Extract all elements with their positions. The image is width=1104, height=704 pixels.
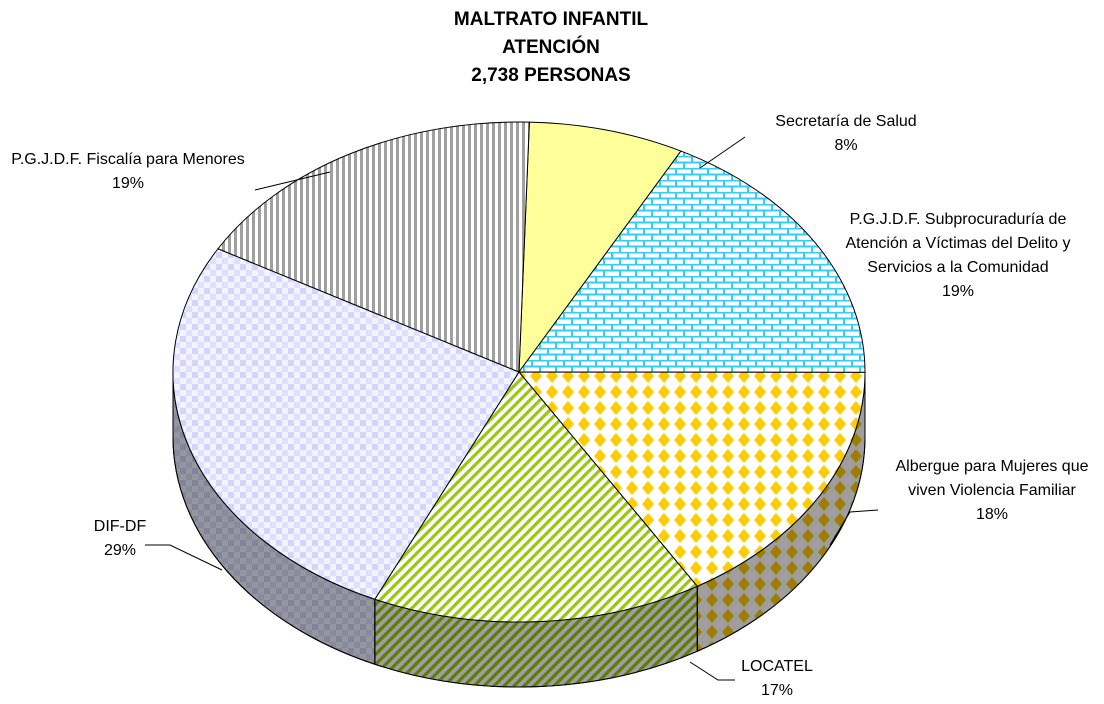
leader-line [829,509,879,546]
slice-name: LOCATEL [741,658,813,675]
chart-title: MALTRATO INFANTIL ATENCIÓN 2,738 PERSONA… [453,9,649,86]
pie-slice [172,248,520,600]
slice-value: 19% [941,283,975,300]
pie-slice [517,371,866,587]
pie-slice [217,121,530,373]
slice-value: 17% [760,682,794,699]
pie-slice [374,371,699,623]
slice-value: 29% [103,542,137,559]
leader-line [145,544,223,571]
leader-line [254,171,331,191]
leader-lines [145,136,879,681]
slice-label: LOCATEL 17% [712,655,842,703]
slice-label: DIF-DF 29% [40,515,200,563]
slice-name: Albergue para Mujeres que viven Violenci… [895,458,1089,499]
slice-name: P.G.J.D.F. Subprocuraduría de Atención a… [845,211,1071,276]
slice-name: DIF-DF [93,518,147,535]
pie-tops [172,121,866,623]
slice-name: P.G.J.D.F. Fiscalía para Menores [11,151,245,168]
leader-line [689,661,735,681]
slice-name: Secretaría de Salud [775,113,917,130]
pie-slice [518,150,866,373]
slice-label: Secretaría de Salud 8% [736,110,956,158]
slice-label: Albergue para Mujeres que viven Violenci… [877,455,1104,527]
slice-value: 18% [975,506,1009,523]
slice-label: P.G.J.D.F. Fiscalía para Menores 19% [0,148,256,196]
leader-line [699,136,746,169]
slice-value: 8% [834,137,858,154]
pie-slice [518,121,682,374]
slice-label: P.G.J.D.F. Subprocuraduría de Atención a… [843,208,1073,304]
slice-value: 19% [111,175,145,192]
